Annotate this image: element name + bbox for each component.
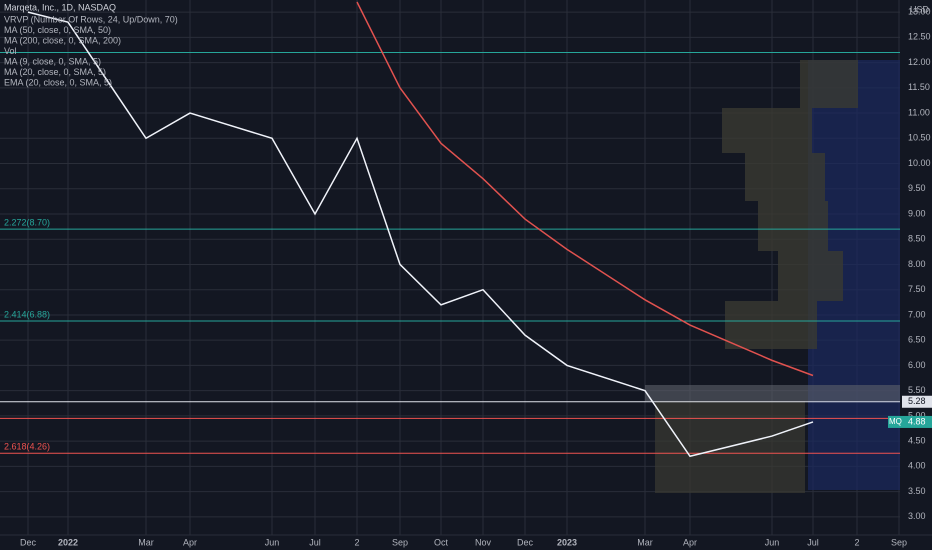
y-tick-label: 9.50 <box>908 183 926 193</box>
y-tick-label: 13.00 <box>908 6 931 16</box>
symbol-tag <box>888 415 902 428</box>
x-tick-label: Sep <box>392 537 408 547</box>
legend-entry: MA (20, close, 0, SMA, 5) <box>4 67 106 77</box>
y-tick-label: 9.00 <box>908 208 926 218</box>
y-tick-label: 10.00 <box>908 158 931 168</box>
currency: USD <box>910 4 930 14</box>
y-tick-label: 7.00 <box>908 309 926 319</box>
x-tick-label: Mar <box>138 537 154 547</box>
y-tick-label: 4.00 <box>908 461 926 471</box>
price-axis <box>900 0 932 550</box>
x-tick-label: Sep <box>891 537 907 547</box>
chart-title: Marqeta, Inc., 1D, NASDAQ <box>4 2 116 12</box>
x-tick-label: Nov <box>475 537 492 547</box>
fib-label: 2.414(6.88) <box>4 309 50 319</box>
x-tick-label: 2022 <box>58 537 78 547</box>
x-tick-label: 2 <box>854 537 859 547</box>
y-tick-label: 4.50 <box>908 435 926 445</box>
x-tick-label: Jul <box>807 537 819 547</box>
y-tick-label: 6.50 <box>908 335 926 345</box>
series-line <box>27 11 814 458</box>
legend-entry: MA (9, close, 0, SMA, 5) <box>4 56 101 66</box>
y-tick-label: 12.50 <box>908 32 931 42</box>
x-tick-label: Dec <box>20 537 37 547</box>
y-tick-label: 3.50 <box>908 486 926 496</box>
legend-entry: MA (50, close, 0, SMA, 50) <box>4 25 111 35</box>
fib-label: 2.272(8.70) <box>4 218 50 228</box>
y-tick-label: 6.00 <box>908 360 926 370</box>
profile-bar <box>722 108 812 153</box>
x-tick-label: 2 <box>354 537 359 547</box>
x-tick-label: 2023 <box>557 537 577 547</box>
x-tick-label: Dec <box>517 537 534 547</box>
legend-entry: VRVP (Number Of Rows, 24, Up/Down, 70) <box>4 14 178 24</box>
y-tick-label: 12.00 <box>908 57 931 67</box>
legend-entry: MA (200, close, 0, SMA, 200) <box>4 35 121 45</box>
y-tick-label: 3.00 <box>908 511 926 521</box>
y-tick-label: 10.50 <box>908 133 931 143</box>
y-tick-label: 5.00 <box>908 410 926 420</box>
x-tick-label: Jun <box>265 537 280 547</box>
legend-entry: EMA (20, close, 0, SMA, 5) <box>4 77 112 87</box>
x-tick-label: Jun <box>765 537 780 547</box>
price-tag <box>902 395 932 408</box>
symbol-tag-label: MQ <box>889 417 902 426</box>
x-tick-label: Oct <box>434 537 449 547</box>
x-tick-label: Mar <box>637 537 653 547</box>
price-tag <box>902 415 932 428</box>
profile-bar <box>758 201 828 251</box>
legend-entry: Vol <box>4 46 17 56</box>
price-tag-label: 4.88 <box>908 416 926 426</box>
y-tick-label: 8.00 <box>908 259 926 269</box>
fib-label: 2.618(4.26) <box>4 442 50 452</box>
profile-bar <box>745 153 825 201</box>
y-tick-label: 8.50 <box>908 234 926 244</box>
series-line <box>356 1 814 377</box>
x-tick-label: Jul <box>309 537 321 547</box>
price-tag-label: 5.28 <box>908 396 926 406</box>
x-tick-label: Apr <box>683 537 697 547</box>
y-tick-label: 5.50 <box>908 385 926 395</box>
y-tick-label: 11.50 <box>908 82 930 92</box>
range-box <box>645 385 900 401</box>
profile-bar <box>725 301 817 349</box>
y-tick-label: 11.00 <box>908 107 930 117</box>
x-tick-label: Apr <box>183 537 197 547</box>
y-tick-label: 7.50 <box>908 284 926 294</box>
profile-bar <box>800 60 858 108</box>
profile-bar <box>778 251 843 301</box>
